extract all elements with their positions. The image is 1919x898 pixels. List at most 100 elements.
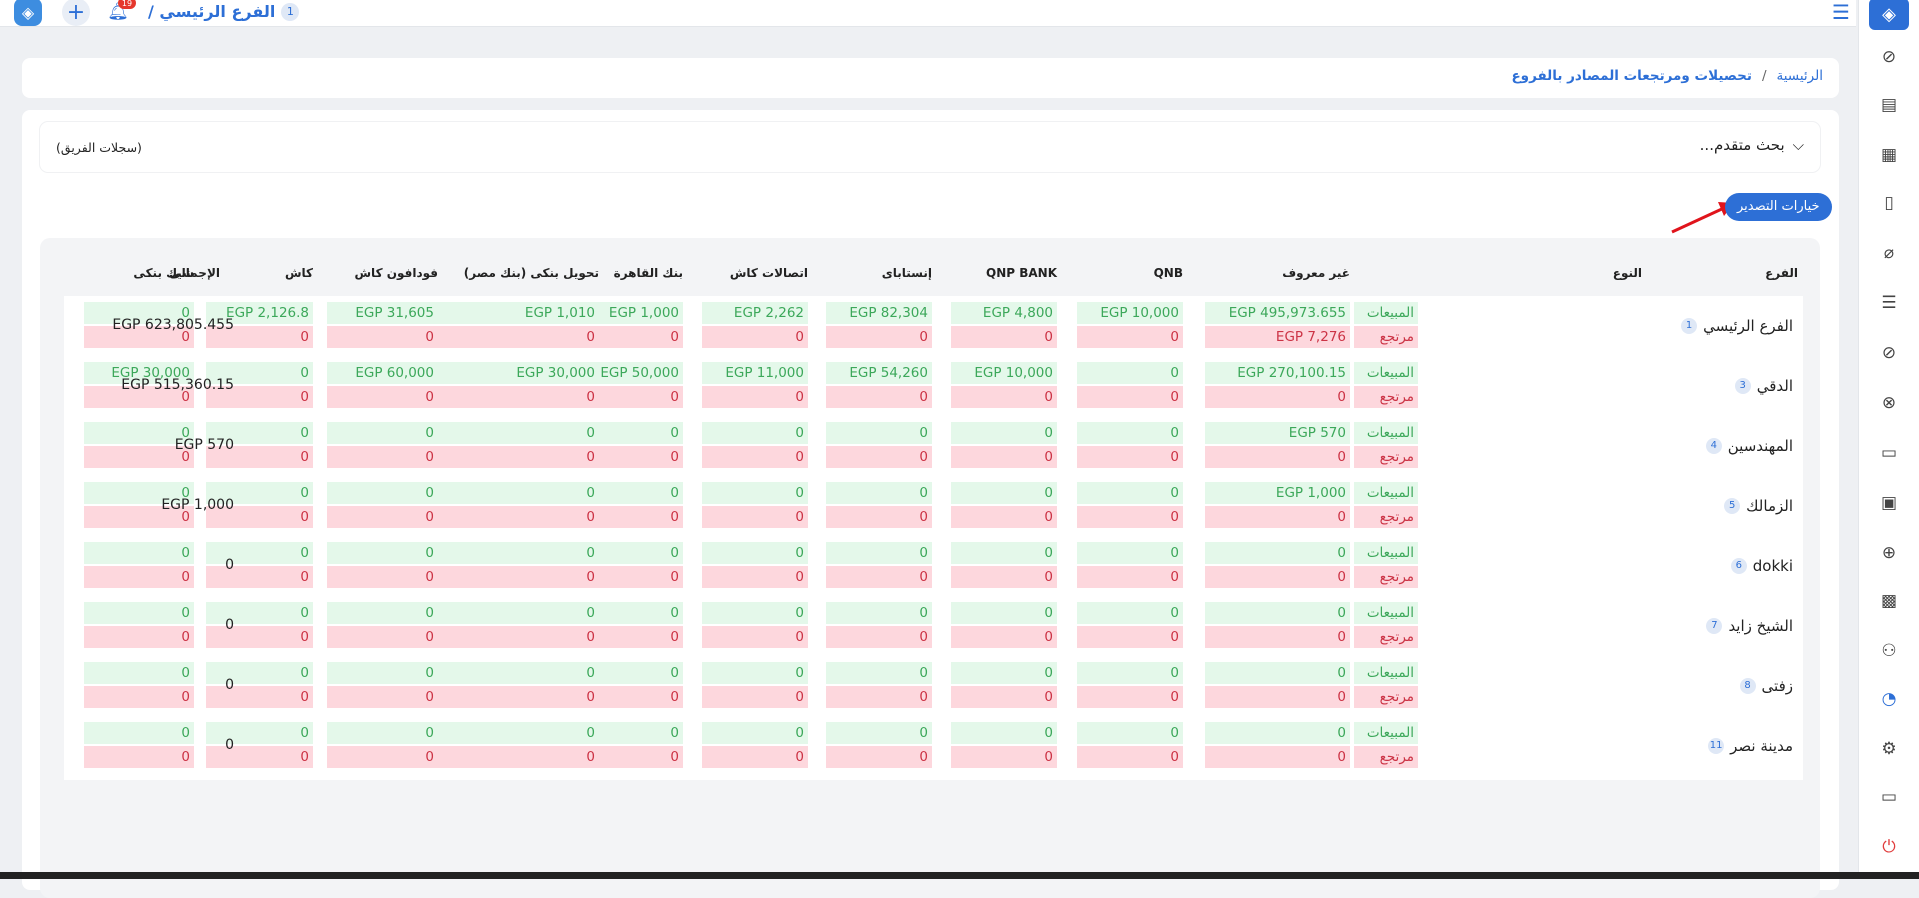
sales-value-unknown: EGP 570 bbox=[1205, 422, 1350, 444]
returns-value-cheque: 0 bbox=[84, 386, 194, 408]
branch-name: مدينة نصر bbox=[1730, 737, 1793, 755]
column-header-qnb: QNB bbox=[1153, 266, 1183, 280]
returns-value-transfer: 0 bbox=[438, 506, 599, 528]
money-icon[interactable]: ▩ bbox=[1880, 591, 1898, 611]
returns-value-instapay: 0 bbox=[826, 626, 932, 648]
returns-value-cairo: 0 bbox=[577, 506, 683, 528]
returns-value-vodafone: 0 bbox=[327, 686, 438, 708]
returns-value-vodafone: 0 bbox=[327, 566, 438, 588]
sales-value-vodafone: EGP 31,605 bbox=[327, 302, 438, 324]
user-money-icon[interactable]: ⚇ bbox=[1881, 641, 1897, 661]
returns-value-cheque: 0 bbox=[84, 686, 194, 708]
tag-edit-icon[interactable]: ⊘ bbox=[1881, 343, 1897, 363]
returns-value-instapay: 0 bbox=[826, 326, 932, 348]
tag-remove-icon[interactable]: ⊗ bbox=[1881, 393, 1897, 413]
returns-value-qnp: 0 bbox=[951, 746, 1057, 768]
branch-name-cell[interactable]: 8 زفتى bbox=[1739, 677, 1793, 695]
sales-value-unknown: 0 bbox=[1205, 602, 1350, 624]
add-item-icon[interactable]: ⊕ bbox=[1881, 543, 1897, 563]
sales-value-cash: 0 bbox=[206, 662, 313, 684]
cashier-icon[interactable]: ▭ bbox=[1880, 443, 1898, 463]
returns-value-unknown: 0 bbox=[1205, 446, 1350, 468]
column-header-total: الإجمالى bbox=[169, 266, 220, 280]
tag-icon[interactable]: ⌀ bbox=[1883, 243, 1895, 263]
returns-value-cash: 0 bbox=[206, 386, 313, 408]
branch-number-badge: 11 bbox=[1708, 738, 1725, 754]
current-branch[interactable]: 1 الفرع الرئيسي / bbox=[148, 2, 300, 21]
sales-value-transfer: 0 bbox=[438, 542, 599, 564]
power-icon[interactable]: ⏻ bbox=[1882, 837, 1896, 857]
type-returns-label: مرتجع bbox=[1354, 326, 1418, 348]
hamburger-menu-icon[interactable]: ☰ bbox=[1832, 0, 1850, 24]
returns-value-cheque: 0 bbox=[84, 566, 194, 588]
returns-value-etisalat: 0 bbox=[702, 446, 808, 468]
column-header-branch: الفرع bbox=[1765, 266, 1798, 280]
branch-number-badge: 3 bbox=[1734, 378, 1751, 394]
main-card: (سجلات الفريق) ⌵ بحث متقدم... خيارات الت… bbox=[22, 110, 1839, 898]
sales-value-unknown: EGP 495,973.655 bbox=[1205, 302, 1350, 324]
sales-value-etisalat: 0 bbox=[702, 662, 808, 684]
returns-value-qnb: 0 bbox=[1077, 446, 1183, 468]
table-row: 7 الشيخ زايد المبيعات مرتجع 0 0 0 0 0 0 0 0 0 0 0 0 0 0 0 0… bbox=[64, 596, 1803, 660]
returns-value-instapay: 0 bbox=[826, 446, 932, 468]
returns-value-unknown: 0 bbox=[1205, 386, 1350, 408]
returns-value-cash: 0 bbox=[206, 446, 313, 468]
settings-icon[interactable]: ⚙ bbox=[1881, 739, 1897, 759]
branch-name-cell[interactable]: 1 الفرع الرئيسي bbox=[1681, 317, 1793, 335]
breadcrumb-separator: / bbox=[1761, 68, 1767, 84]
invoice-icon[interactable]: ▯ bbox=[1884, 193, 1894, 213]
store-icon[interactable]: ▦ bbox=[1880, 145, 1898, 165]
returns-value-qnb: 0 bbox=[1077, 386, 1183, 408]
returns-value-cash: 0 bbox=[206, 506, 313, 528]
branch-name: المهندسين bbox=[1727, 437, 1793, 455]
sales-value-instapay: 0 bbox=[826, 662, 932, 684]
column-header-qnp: QNP BANK bbox=[986, 266, 1057, 280]
document-icon[interactable]: ☰ bbox=[1881, 293, 1897, 313]
sales-value-instapay: 0 bbox=[826, 542, 932, 564]
add-icon[interactable]: + bbox=[62, 0, 90, 26]
branch-name-cell[interactable]: 4 المهندسين bbox=[1705, 437, 1793, 455]
dashboard-icon[interactable]: ⊘ bbox=[1881, 47, 1897, 67]
table-row: 4 المهندسين المبيعات مرتجع EGP 570 0 0 0 0 0 0 0 0 0 0… bbox=[64, 416, 1803, 480]
returns-value-cheque: 0 bbox=[84, 626, 194, 648]
sales-value-transfer: EGP 1,010 bbox=[438, 302, 599, 324]
returns-value-qnb: 0 bbox=[1077, 506, 1183, 528]
sales-value-etisalat: 0 bbox=[702, 602, 808, 624]
branch-name-cell[interactable]: 3 الدقي bbox=[1734, 377, 1793, 395]
branch-name: الدقي bbox=[1756, 377, 1793, 395]
row-total: 0 bbox=[225, 677, 234, 693]
notification-badge: 19 bbox=[118, 0, 136, 9]
branch-name: dokki bbox=[1752, 557, 1793, 575]
table-row: 8 زفتى المبيعات مرتجع 0 0 0 0 0 0 0 0 0 0 0 0 0 0 0 0 0 0 0 0 0 bbox=[64, 656, 1803, 720]
reports-icon[interactable]: ◔ bbox=[1881, 689, 1897, 709]
branch-name-cell[interactable]: 7 الشيخ زايد bbox=[1706, 617, 1793, 635]
branch-name-cell[interactable]: 6 dokki bbox=[1730, 557, 1793, 575]
sales-value-qnb: EGP 10,000 bbox=[1077, 302, 1183, 324]
branch-name-cell[interactable]: 11 مدينة نصر bbox=[1708, 737, 1793, 755]
returns-value-cairo: 0 bbox=[577, 326, 683, 348]
sales-value-instapay: 0 bbox=[826, 422, 932, 444]
cash-settings-icon[interactable]: ▣ bbox=[1880, 493, 1898, 513]
sales-value-qnp: 0 bbox=[951, 482, 1057, 504]
advanced-search-toggle[interactable]: ⌵ بحث متقدم... bbox=[1700, 136, 1804, 154]
returns-value-cash: 0 bbox=[206, 326, 313, 348]
export-options-button[interactable]: خيارات التصدير bbox=[1725, 193, 1832, 221]
type-sales-label: المبيعات bbox=[1354, 722, 1418, 744]
branch-name-cell[interactable]: 5 الزمالك bbox=[1724, 497, 1793, 515]
returns-value-cairo: 0 bbox=[577, 746, 683, 768]
breadcrumb-home-link[interactable]: الرئيسية bbox=[1776, 68, 1824, 84]
returns-value-vodafone: 0 bbox=[327, 386, 438, 408]
display-icon[interactable]: ▭ bbox=[1880, 787, 1898, 807]
pos-icon[interactable]: ▤ bbox=[1880, 95, 1898, 115]
sidebar-logo-icon[interactable]: ◈ bbox=[1869, 0, 1909, 30]
type-returns-label: مرتجع bbox=[1354, 506, 1418, 528]
branch-number-badge: 8 bbox=[1739, 678, 1756, 694]
app-logo-icon[interactable]: ◈ bbox=[14, 0, 42, 26]
sales-value-qnp: EGP 4,800 bbox=[951, 302, 1057, 324]
type-sales-label: المبيعات bbox=[1354, 602, 1418, 624]
sales-value-cairo: 0 bbox=[577, 542, 683, 564]
returns-value-etisalat: 0 bbox=[702, 626, 808, 648]
sales-value-instapay: 0 bbox=[826, 482, 932, 504]
advanced-search-panel[interactable]: (سجلات الفريق) ⌵ بحث متقدم... bbox=[40, 122, 1820, 172]
breadcrumb-card: الرئيسية / تحصيلات ومرتجعات المصادر بالف… bbox=[22, 58, 1839, 98]
